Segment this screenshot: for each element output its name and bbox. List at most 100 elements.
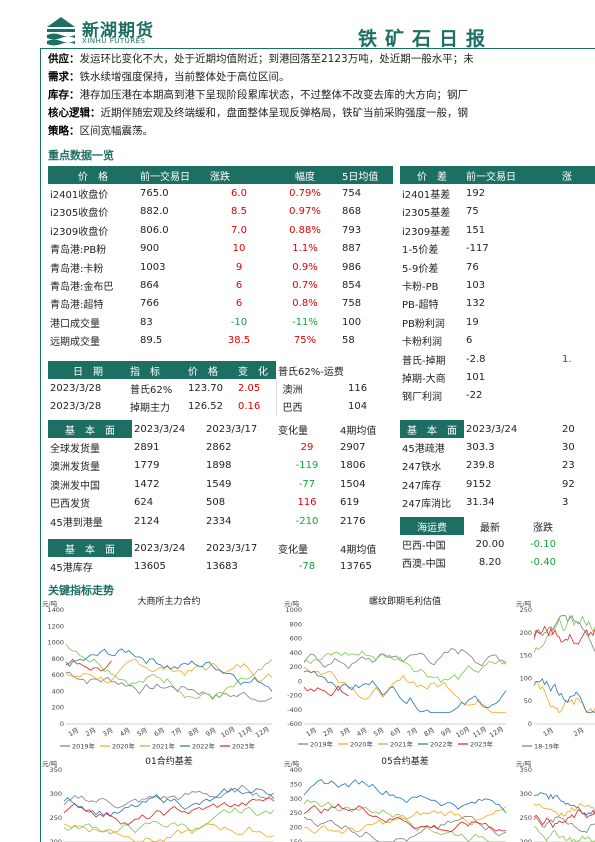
x-tick-label: 2月 (322, 726, 335, 738)
series-line (65, 658, 273, 684)
y-tick-label: 100 (520, 674, 532, 682)
series-line (533, 614, 595, 653)
y-tick-label: 250 (520, 814, 532, 822)
y-tick-label: 250 (520, 606, 532, 614)
y-tick-label: 600 (290, 635, 302, 643)
x-tick-label: 1月 (305, 726, 318, 738)
index-table-header: 日 期 指 标 价 格 变 化 普氏62%-运费 (48, 361, 393, 380)
chart-09-basis-partial: 元/吨 350 300 250 200 (514, 756, 595, 842)
table-cell: 2.05 (238, 383, 261, 395)
header-cell: 变 化 (238, 366, 268, 378)
table-cell: i2401基差 (402, 190, 451, 202)
table-cell: 1806 (340, 460, 366, 472)
x-tick-label: 7月 (170, 726, 183, 738)
table-cell: 0.9% (292, 261, 318, 273)
table-cell: 1549 (206, 478, 232, 490)
table-cell: 钢厂利润 (402, 392, 442, 404)
table-cell: 754 (342, 188, 362, 200)
price-table: 价 格 前一交易日 涨跌 幅度 5日均值 i2401收盘价 765.0 6.0 0.7… (48, 166, 393, 350)
table-cell: 普氏-掉期 (402, 355, 446, 367)
table-row: i2309基差 151 (400, 221, 595, 239)
table-cell: 1898 (206, 460, 232, 472)
table-cell: -0.10 (530, 539, 556, 551)
table-cell: 卡粉-PB (402, 282, 439, 294)
table-cell: 1779 (134, 460, 160, 472)
fundamental-table-header: 基 本 面 2023/3/24 2023/3/17 变化量 4期均值 (48, 420, 393, 439)
chart-title: 05合约基差 (381, 756, 428, 767)
table-cell: 1504 (340, 478, 366, 490)
series-line (65, 648, 273, 692)
table-row: 钢厂利润 -22 (400, 387, 595, 405)
series-line (65, 658, 112, 672)
table-cell: -77 (298, 478, 316, 490)
series-line (63, 806, 275, 835)
y-tick-label: 200 (520, 838, 532, 842)
header-cell: 涨 (562, 171, 572, 183)
legend-label: 2019年 (310, 740, 334, 749)
series-line (533, 809, 595, 829)
y-tick-label: -400 (287, 706, 302, 714)
table-cell: 澳洲发货量 (50, 462, 100, 474)
port-stock-header: 基 本 面 2023/3/24 2023/3/17 变化量 4期均值 (48, 539, 393, 558)
table-cell: 132 (466, 298, 486, 310)
series-line (533, 802, 595, 817)
table-cell: 123.70 (188, 383, 223, 395)
table-cell: 126.52 (188, 401, 223, 413)
table-cell: 19 (466, 316, 479, 328)
table-row: 青岛港:PB粉 900 10 1.1% 887 (48, 240, 393, 258)
x-tick-label: 10月 (455, 725, 472, 739)
header-cell: 基 本 面 (65, 544, 115, 556)
series-line (303, 670, 507, 713)
y-tick-label: 350 (50, 766, 62, 774)
table-row: 45港库存 13605 13683 -78 13765 (48, 557, 393, 575)
table-cell: 303.3 (466, 442, 495, 454)
series-line (533, 681, 595, 714)
y-tick-label: 800 (290, 620, 302, 628)
table-cell: 8.20 (478, 557, 502, 569)
table-cell: i2305基差 (402, 208, 451, 220)
x-tick-label: 5月 (136, 726, 149, 738)
table-cell: 806.0 (140, 224, 169, 236)
chart-rebar-margin: 螺纹即期毛利估值 元/吨 1000 800 600 400 200 0 -200 -400 -600… (282, 596, 512, 754)
table-cell: 6 (235, 280, 243, 292)
series-line (63, 787, 275, 817)
table-cell: 西澳-中国 (402, 559, 446, 571)
table-cell: 2124 (134, 515, 160, 527)
table-cell: 151 (466, 224, 486, 236)
table-cell: 758 (342, 298, 362, 310)
y-tick-label: 250 (290, 809, 302, 817)
header-cell: 价 格 (188, 366, 218, 378)
table-cell: 624 (134, 497, 154, 509)
section-key-trends: 关键指标走势 (48, 584, 114, 597)
table-cell: 6 (235, 298, 243, 310)
table-cell: 2023/3/28 (50, 383, 102, 395)
table-cell: 2023/3/28 (50, 401, 102, 413)
table-cell: 1.1% (292, 243, 318, 255)
summary-body: 港存加压港在本期高到港下呈现阶段累库状态，不过整体不改变去库的大方向；钢厂 (79, 89, 469, 101)
report-header: 新湖期货 XINHU FUTURES 铁矿石日报 (40, 14, 595, 50)
table-cell: 8.5 (231, 206, 247, 218)
table-cell: 116 (348, 383, 368, 395)
header-cell: 前一交易日 (466, 171, 516, 183)
table-cell: 1-5价差 (402, 245, 439, 257)
table-cell: 13765 (340, 561, 372, 573)
y-tick-label: 1000 (47, 639, 64, 647)
summary-label: 策略： (48, 125, 80, 137)
table-cell (560, 184, 595, 202)
table-cell: 澳洲发中国 (50, 480, 100, 492)
table-cell: 2176 (340, 515, 366, 527)
table-row: 普氏-掉期 -2.8 1. (400, 350, 595, 368)
x-tick-label: 4月 (355, 726, 368, 738)
y-tick-label: 150 (520, 652, 532, 660)
legend-label: 2022年 (192, 742, 216, 751)
header-cell: 4期均值 (338, 539, 393, 558)
table-cell: 868 (342, 206, 362, 218)
section-key-data: 重点数据一览 (48, 149, 114, 162)
table-cell: -11% (292, 316, 318, 328)
table-cell (560, 276, 595, 294)
legend-label: 2019年 (72, 742, 96, 751)
table-cell: 76 (466, 261, 479, 273)
x-tick-label: 1月 (67, 726, 80, 738)
table-cell: 青岛港:卡粉 (50, 263, 104, 275)
series-line (533, 825, 595, 842)
